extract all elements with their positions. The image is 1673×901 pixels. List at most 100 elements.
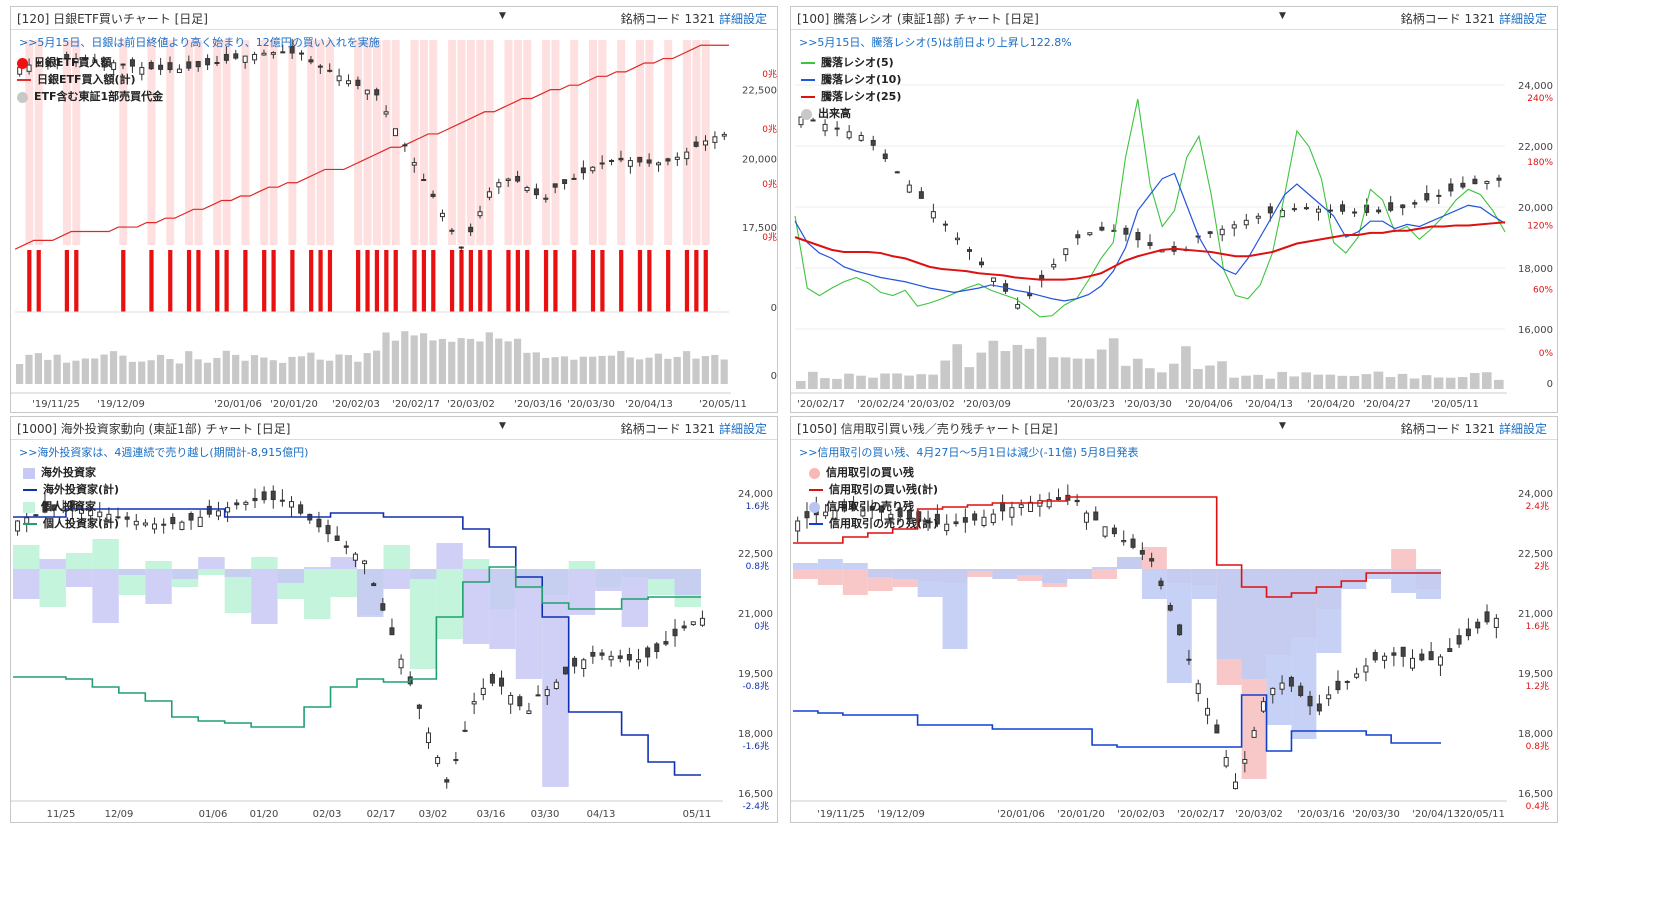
tick-label: 17,500 xyxy=(742,223,777,234)
volume-bar xyxy=(1313,374,1324,389)
purchase-bar xyxy=(525,250,530,312)
chevron-down-icon[interactable]: ▼ xyxy=(1279,421,1286,431)
panel-message[interactable]: >>海外投資家は、4週連続で売り越し(期間計-8,915億円) xyxy=(19,446,309,459)
volume-bar xyxy=(476,341,484,384)
chevron-down-icon[interactable]: ▼ xyxy=(499,421,506,431)
candle xyxy=(308,59,314,63)
candle xyxy=(858,135,864,141)
purchase-band xyxy=(410,40,419,245)
purchase-band xyxy=(513,40,522,245)
candle xyxy=(846,131,852,139)
tick-label: 19,500 xyxy=(738,669,773,680)
tick-label: '20/04/06 xyxy=(1185,399,1233,410)
volume-bar xyxy=(964,367,975,389)
volume-bar xyxy=(607,355,616,384)
foreign-bar xyxy=(648,569,675,579)
margin-buy-bar xyxy=(842,569,868,595)
candle xyxy=(477,211,483,217)
volume-bar xyxy=(636,359,644,384)
volume-bar xyxy=(1445,377,1456,389)
panel-message[interactable]: >>信用取引の買い残、4月27日～5月1日は減少(-11億) 5月8日発表 xyxy=(799,446,1139,459)
candle xyxy=(1460,182,1466,188)
margin-sell-bar xyxy=(1416,569,1441,599)
volume-bar xyxy=(1205,365,1215,389)
individual-bar xyxy=(92,539,119,569)
settings-link[interactable]: 詳細設定 xyxy=(718,422,767,436)
code-label: 銘柄コード 1321 xyxy=(1400,12,1495,26)
purchase-bar xyxy=(186,250,192,312)
candle xyxy=(1195,683,1201,694)
panel-message[interactable]: >>5月15日、日銀は前日終値より高く始まり、12億円の買い入れを実施 xyxy=(19,36,380,49)
volume-bar xyxy=(1072,358,1083,389)
candle xyxy=(243,501,249,505)
purchase-bar xyxy=(196,250,201,312)
candle xyxy=(562,666,568,675)
candle xyxy=(1260,701,1266,712)
settings-link[interactable]: 詳細設定 xyxy=(718,12,767,26)
purchase-band xyxy=(645,40,654,245)
candle xyxy=(54,59,60,66)
candle xyxy=(681,625,687,629)
margin-buy-bar xyxy=(1141,547,1167,569)
volume-bar xyxy=(1421,375,1432,389)
candle xyxy=(954,237,960,241)
candle xyxy=(33,514,39,517)
individual-bar xyxy=(13,545,40,569)
purchase-band xyxy=(391,40,400,245)
tick-label: -0.8兆 xyxy=(742,681,769,692)
chevron-down-icon[interactable]: ▼ xyxy=(1279,11,1286,21)
boj-etf-chart: 22,500 20,000 17,500 0 0兆 0兆 0兆 0兆 0 '19/11/25 '19… xyxy=(11,38,777,410)
square-icon xyxy=(23,467,35,479)
volume-bar xyxy=(664,358,672,384)
panel-foreign-investors: 24,000 1.6兆 22,500 0.8兆 21,000 0兆 19,500 -0.8兆 1… xyxy=(10,416,778,823)
volume-bar xyxy=(808,371,818,389)
tick-label: '20/02/24 xyxy=(857,399,905,410)
settings-link[interactable]: 詳細設定 xyxy=(1498,422,1547,436)
volume-bar xyxy=(194,359,202,384)
tick-label: 21,000 xyxy=(738,609,773,620)
chevron-down-icon[interactable]: ▼ xyxy=(499,11,506,21)
candle xyxy=(223,53,229,61)
foreign-bar xyxy=(277,569,305,583)
volume-bar xyxy=(16,363,24,384)
purchase-band xyxy=(62,40,71,245)
candle xyxy=(234,502,240,506)
foreign-bar xyxy=(542,569,569,787)
tick-label: 0.8兆 xyxy=(746,561,769,572)
candle xyxy=(1158,580,1164,587)
volume-bar xyxy=(952,344,963,389)
candle xyxy=(480,687,486,696)
individual-bar xyxy=(65,553,93,569)
candle xyxy=(543,197,549,200)
purchase-band xyxy=(476,40,485,245)
candle xyxy=(979,261,985,266)
purchase-band xyxy=(241,40,250,245)
legend-item: 騰落レシオ(5) xyxy=(801,54,894,70)
candle xyxy=(851,503,857,510)
purchase-band xyxy=(664,40,673,245)
ratio-line xyxy=(794,98,1506,318)
candle xyxy=(1303,207,1309,210)
foreign-bar xyxy=(409,569,437,579)
margin-sell-bar xyxy=(842,563,868,569)
candle xyxy=(1412,202,1418,205)
candle xyxy=(380,603,386,611)
tick-label: '20/02/17 xyxy=(797,399,845,410)
panel-message[interactable]: >>5月15日、騰落レシオ(5)は前日より上昇し122.8% xyxy=(799,36,1072,49)
volume-bar xyxy=(1241,375,1251,389)
purchase-bar xyxy=(64,250,70,312)
candle xyxy=(1493,617,1499,628)
candle xyxy=(1436,194,1442,197)
tick-label: '20/01/06 xyxy=(997,809,1045,820)
purchase-band xyxy=(269,40,278,245)
tick-label: '20/03/16 xyxy=(1297,809,1345,820)
line-icon xyxy=(801,96,815,98)
margin-sell-bar xyxy=(793,563,818,569)
candle xyxy=(35,62,41,65)
settings-link[interactable]: 詳細設定 xyxy=(1498,12,1547,26)
candle xyxy=(580,167,586,174)
candle xyxy=(870,139,876,146)
purchase-bar xyxy=(515,250,520,312)
candle xyxy=(402,144,408,147)
volume-bar xyxy=(1409,378,1420,389)
